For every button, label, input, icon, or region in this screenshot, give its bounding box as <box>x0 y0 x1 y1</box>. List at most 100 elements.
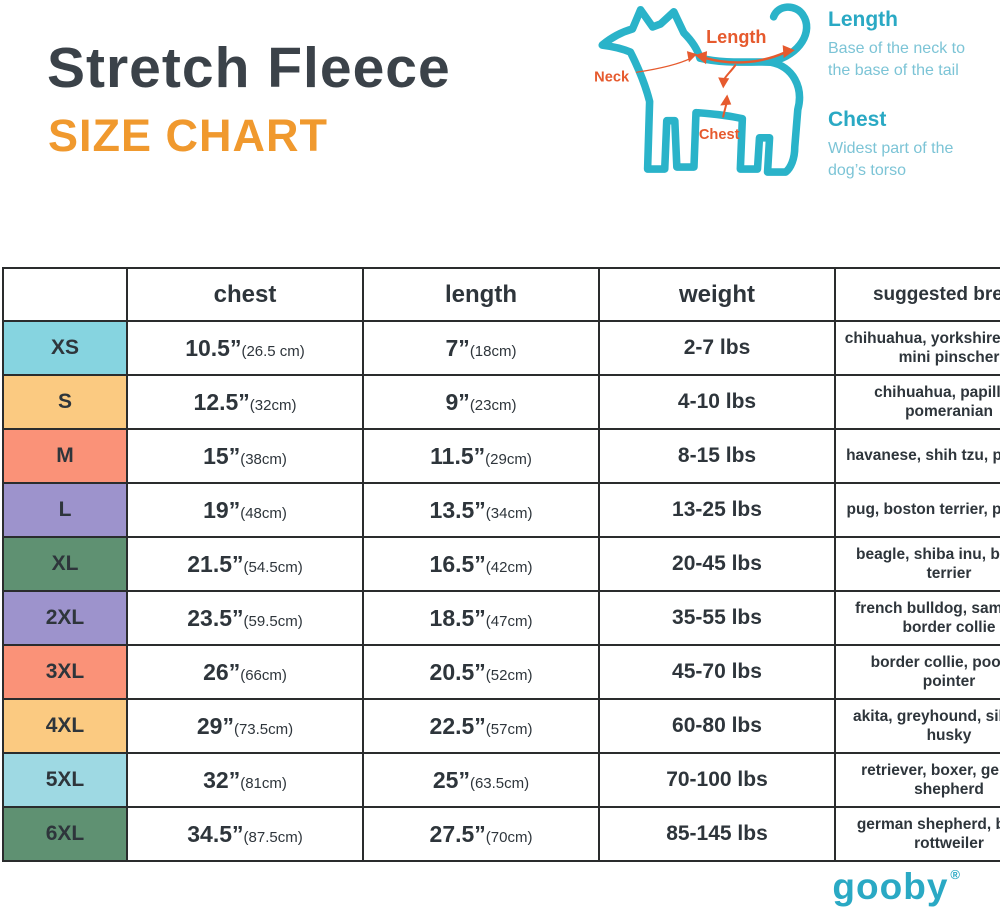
length-cell: 13.5”(34cm) <box>362 482 600 538</box>
length-cell: 27.5”(70cm) <box>362 806 600 862</box>
breed-value: akita, greyhound, siberian husky <box>852 707 1000 744</box>
weight-cell: 4-10 lbs <box>598 374 836 430</box>
chest-cell: 21.5”(54.5cm) <box>126 536 364 592</box>
breed-cell: pug, boston terrier, papillon <box>834 482 1000 538</box>
table-row: 6XL 34.5”(87.5cm) 27.5”(70cm) 85-145 lbs… <box>2 806 1000 862</box>
weight-cell: 60-80 lbs <box>598 698 836 754</box>
header-size <box>2 267 128 322</box>
breed-value: chihuahua, papillon, pomeranian <box>874 383 1000 420</box>
table-row: M 15”(38cm) 11.5”(29cm) 8-15 lbs havanes… <box>2 428 1000 484</box>
header-length: length <box>362 267 600 322</box>
chest-inches: 23.5” <box>187 604 244 631</box>
breed-cell: german shepherd, boxer, rottweiler <box>834 806 1000 862</box>
breed-cell: retriever, boxer, german shepherd <box>834 752 1000 808</box>
length-cell: 16.5”(42cm) <box>362 536 600 592</box>
chest-cm: (66cm) <box>240 666 287 684</box>
weight-cell: 8-15 lbs <box>598 428 836 484</box>
neck-pointer-line <box>635 57 692 73</box>
length-cell: 11.5”(29cm) <box>362 428 600 484</box>
size-label: XS <box>50 336 79 359</box>
table-row: 4XL 29”(73.5cm) 22.5”(57cm) 60-80 lbs ak… <box>2 698 1000 754</box>
chest-cell: 12.5”(32cm) <box>126 374 364 430</box>
length-cm: (52cm) <box>485 666 533 684</box>
weight-value: 20-45 lbs <box>672 552 762 575</box>
chest-inches: 26” <box>203 658 241 685</box>
size-label: 5XL <box>45 768 85 791</box>
length-inches: 18.5” <box>429 604 486 631</box>
chest-inches: 29” <box>196 712 234 739</box>
weight-cell: 70-100 lbs <box>598 752 836 808</box>
chest-cell: 26”(66cm) <box>126 644 364 700</box>
size-cell: S <box>2 374 128 430</box>
length-cm: (57cm) <box>485 720 533 738</box>
chest-inches: 32” <box>203 766 241 793</box>
legend-term-chest: Chest <box>828 108 887 132</box>
breed-cell: border collie, poodle, pointer <box>834 644 1000 700</box>
chest-cell: 10.5”(26.5 cm) <box>126 320 364 376</box>
length-inches: 20.5” <box>429 658 486 685</box>
page-subtitle: SIZE CHART <box>48 110 328 161</box>
length-cm: (29cm) <box>485 450 532 468</box>
length-cell: 7”(18cm) <box>362 320 600 376</box>
breed-value: havanese, shih tzu, papillon <box>846 447 1000 465</box>
breed-value: retriever, boxer, german shepherd <box>861 761 1000 798</box>
length-arrow <box>694 45 795 65</box>
chest-inches: 10.5” <box>185 334 242 361</box>
weight-value: 4-10 lbs <box>677 390 757 413</box>
table-row: 2XL 23.5”(59.5cm) 18.5”(47cm) 35-55 lbs … <box>2 590 1000 646</box>
size-table-body: XS 10.5”(26.5 cm) 7”(18cm) 2-7 lbs chihu… <box>2 320 1000 862</box>
chest-cm: (54.5cm) <box>243 558 303 576</box>
table-row: L 19”(48cm) 13.5”(34cm) 13-25 lbs pug, b… <box>2 482 1000 538</box>
size-label: 2XL <box>45 606 85 629</box>
registered-trademark-icon: ® <box>950 867 960 882</box>
measurement-legend: Length Base of the neck to the base of t… <box>828 8 988 182</box>
chest-inches: 15” <box>203 442 241 469</box>
size-cell: 6XL <box>2 806 128 862</box>
breed-value: beagle, shiba inu, boston terrier <box>855 545 1000 582</box>
length-cm: (70cm) <box>485 828 533 846</box>
breed-cell: beagle, shiba inu, boston terrier <box>834 536 1000 592</box>
length-inches: 22.5” <box>429 712 486 739</box>
breed-cell: akita, greyhound, siberian husky <box>834 698 1000 754</box>
length-arrowhead-right <box>782 45 795 59</box>
size-label: M <box>56 444 74 467</box>
chest-cm: (48cm) <box>240 504 287 522</box>
weight-value: 13-25 lbs <box>672 498 762 521</box>
length-cell: 22.5”(57cm) <box>362 698 600 754</box>
size-label: L <box>58 498 72 521</box>
chest-arrows <box>718 64 737 118</box>
legend-definition-chest: Widest part of the dog’s torso <box>828 140 954 180</box>
length-cell: 20.5”(52cm) <box>362 644 600 700</box>
weight-value: 85-145 lbs <box>666 822 768 845</box>
chest-cell: 15”(38cm) <box>126 428 364 484</box>
weight-value: 45-70 lbs <box>672 660 762 683</box>
dog-tail-outline <box>768 3 811 65</box>
weight-value: 2-7 lbs <box>683 336 751 359</box>
table-row: S 12.5”(32cm) 9”(23cm) 4-10 lbs chihuahu… <box>2 374 1000 430</box>
length-inches: 16.5” <box>429 550 486 577</box>
size-label: S <box>57 390 72 413</box>
length-cm: (23cm) <box>469 396 517 414</box>
size-cell: XL <box>2 536 128 592</box>
length-inches: 27.5” <box>429 820 486 847</box>
legend-term-length: Length <box>828 8 898 31</box>
footer-brand: gooby ® <box>832 866 960 908</box>
length-cm: (34cm) <box>485 504 533 522</box>
chest-cell: 19”(48cm) <box>126 482 364 538</box>
chest-cm: (87.5cm) <box>243 828 303 846</box>
breed-value: pug, boston terrier, papillon <box>846 501 1000 519</box>
size-table-header: chest length weight suggested breed <box>2 267 1000 322</box>
table-row: XL 21.5”(54.5cm) 16.5”(42cm) 20-45 lbs b… <box>2 536 1000 592</box>
size-cell: 5XL <box>2 752 128 808</box>
size-label: 3XL <box>45 660 85 683</box>
neck-arrowhead <box>686 51 697 63</box>
chest-down-arrowhead <box>718 77 730 89</box>
chest-cell: 34.5”(87.5cm) <box>126 806 364 862</box>
length-arrow-line <box>704 50 787 64</box>
length-inches: 11.5” <box>430 442 486 469</box>
table-row: 5XL 32”(81cm) 25”(63.5cm) 70-100 lbs ret… <box>2 752 1000 808</box>
neck-annotation-label: Neck <box>594 69 630 85</box>
chest-cell: 29”(73.5cm) <box>126 698 364 754</box>
legend-definition-length: Base of the neck to the base of the tail <box>828 40 965 80</box>
size-cell: 3XL <box>2 644 128 700</box>
